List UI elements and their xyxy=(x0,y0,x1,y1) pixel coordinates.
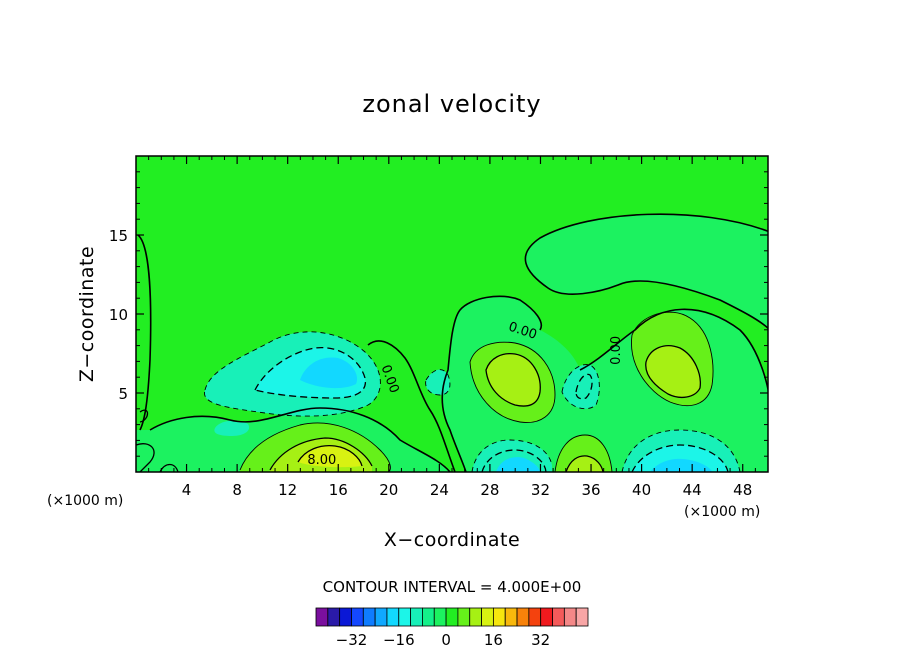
contour-fill-neg2-small-x8 xyxy=(214,420,250,436)
colorbar-tick-label-4: 32 xyxy=(531,631,550,649)
x-tick-label-5: 24 xyxy=(430,481,449,499)
colorbar-swatch-16 xyxy=(504,607,518,627)
contour-line-neg2-mid-x24 xyxy=(425,369,451,396)
contour-line-pos4-x29 xyxy=(485,352,541,407)
colorbar-swatch-5 xyxy=(374,607,388,627)
x-tick-label-0: 4 xyxy=(182,481,192,499)
colorbar-swatch-14 xyxy=(481,607,494,627)
x-axis-ticks: 4 8 12 16 20 24 28 32 36 40 44 48 xyxy=(148,156,756,499)
contour-fill-pos8-bottom-x35 xyxy=(566,455,603,472)
x-tick-label-3: 16 xyxy=(329,481,348,499)
colorbar-swatch-6 xyxy=(386,607,400,627)
colorbar-swatch-12 xyxy=(457,607,471,627)
contour-fill-neg8-bottom-x43 xyxy=(650,458,712,472)
contour-line-pos2-x29 xyxy=(469,341,556,423)
contour-line-neg-mid-x35 xyxy=(575,373,593,400)
y-tick-label-2: 15 xyxy=(109,227,128,245)
contour-line-pos4-x42 xyxy=(645,345,701,399)
contour-line-neg4-bottom-x29 xyxy=(481,449,547,472)
contour-line-zero-left-lower xyxy=(149,407,451,472)
x-unit-label-right: (×1000 m) xyxy=(684,504,760,520)
colorbar-swatch-11 xyxy=(445,607,459,627)
colorbar-swatch-3 xyxy=(351,607,364,627)
x-tick-label-6: 28 xyxy=(480,481,499,499)
x-tick-label-10: 44 xyxy=(683,481,702,499)
colorbar-swatch-19 xyxy=(540,607,553,627)
colorbar-tick-label-2: 0 xyxy=(441,631,451,649)
colorbar-swatch-0 xyxy=(315,607,329,627)
colorbar-swatch-8 xyxy=(410,607,423,627)
contour-line-zero-upper-right xyxy=(524,213,768,330)
contour-line-pos8-lower-left xyxy=(297,444,363,467)
contour-line-zero-x20 xyxy=(367,340,456,472)
x-tick-label-8: 36 xyxy=(581,481,600,499)
contour-fill-pos12-lower-left xyxy=(298,445,362,468)
contour-line-neg2-bottom-x29 xyxy=(471,439,553,472)
colorbar-swatch-10 xyxy=(433,607,447,627)
contour-line-neg4-bottom-x43 xyxy=(631,444,729,472)
colorbar-swatch-15 xyxy=(492,607,506,627)
x-tick-label-7: 32 xyxy=(531,481,550,499)
colorbar-swatch-13 xyxy=(469,607,482,627)
colorbar-swatch-22 xyxy=(575,607,589,627)
colorbar-swatch-9 xyxy=(422,607,435,627)
contour-line-pos4-lower-left xyxy=(269,437,373,471)
colorbar-swatch-1 xyxy=(327,607,341,627)
colorbar-swatch-2 xyxy=(339,607,352,627)
colorbar-tick-label-1: −16 xyxy=(383,631,415,649)
x-unit-label-left: (×1000 m) xyxy=(47,493,123,509)
x-tick-label-11: 48 xyxy=(733,481,752,499)
colorbar-swatch-18 xyxy=(528,607,542,627)
contour-fill-pos8-x42 xyxy=(645,345,701,398)
chart-title: zonal velocity xyxy=(362,90,541,118)
contour-line-pos2-x42 xyxy=(631,311,714,406)
colorbar-swatch-17 xyxy=(516,607,530,627)
contour-line-zero-left-edge xyxy=(137,234,152,431)
colorbar-swatch-21 xyxy=(563,607,577,627)
contour-label-1: 0.00 xyxy=(609,336,624,365)
contour-fill-neg8-upper-mid xyxy=(300,357,358,389)
y-tick-label-0: 5 xyxy=(118,385,128,403)
contour-line-pos2-bottom-x35 xyxy=(554,434,613,472)
contour-line-pos4-bottom-x35 xyxy=(565,455,604,472)
contour-line-neg2-upper-mid xyxy=(204,331,381,417)
colorbar xyxy=(315,607,589,627)
colorbar-tick-label-0: −32 xyxy=(336,631,368,649)
colorbar-tick-labels: −32 −16 0 16 32 xyxy=(336,631,551,649)
plot-area xyxy=(136,156,768,472)
contour-fill-pos2-upper-right xyxy=(525,214,768,329)
contour-fill-neg2-mid-x24 xyxy=(425,369,450,395)
colorbar-tick-label-3: 16 xyxy=(484,631,503,649)
x-tick-label-2: 12 xyxy=(278,481,297,499)
colorbar-swatch-20 xyxy=(552,607,565,627)
contour-interval-text: CONTOUR INTERVAL = 4.000E+00 xyxy=(323,578,582,596)
contour-line-neg4-upper-mid xyxy=(254,346,367,399)
y-axis-label: Z−coordinate xyxy=(76,246,98,382)
contour-line-zero-right-lower xyxy=(579,308,768,394)
x-axis-label: X−coordinate xyxy=(384,529,520,551)
y-axis-ticks: 5 10 15 xyxy=(109,171,768,457)
x-tick-label-1: 8 xyxy=(232,481,242,499)
y-tick-label-1: 10 xyxy=(109,306,128,324)
contour-fill-neg8-bottom-x29 xyxy=(496,457,540,472)
contour-fill-pos8-x29 xyxy=(486,353,541,407)
x-tick-label-4: 20 xyxy=(379,481,398,499)
x-tick-label-9: 40 xyxy=(632,481,651,499)
colorbar-swatch-4 xyxy=(362,607,376,627)
colorbar-swatch-7 xyxy=(398,607,412,627)
contour-line-pos2-lower-left xyxy=(239,422,391,472)
contour-label-3: 8.00 xyxy=(307,453,336,468)
contour-line-zero-mid-right xyxy=(441,295,542,472)
